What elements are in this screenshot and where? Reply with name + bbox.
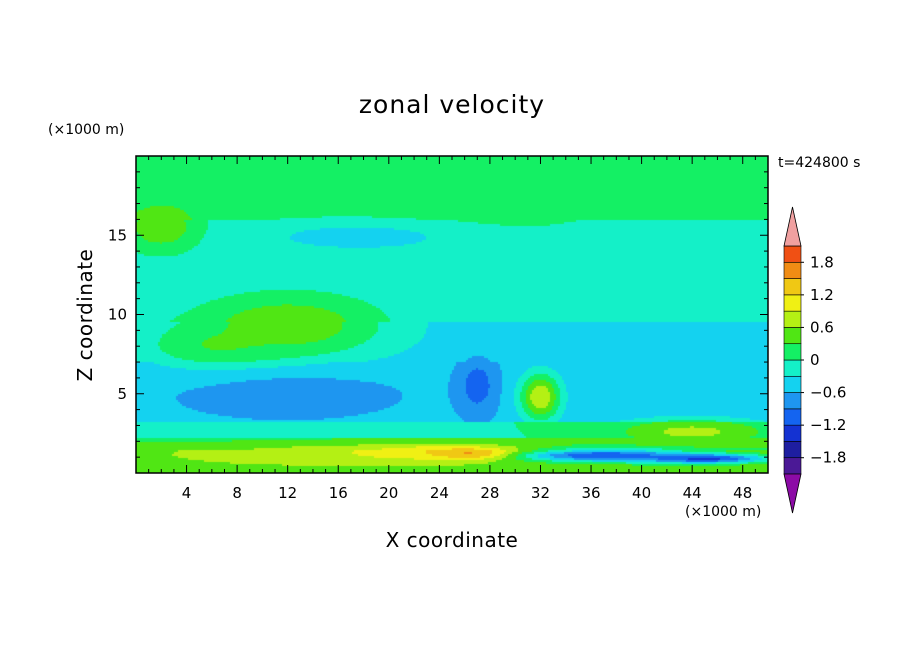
colorbar-band: [783, 343, 802, 361]
colorbar-under-arrow: [783, 473, 802, 514]
x-tick-label: 8: [232, 484, 242, 502]
x-tick-label: 36: [581, 484, 600, 502]
chart-title: zonal velocity: [359, 90, 545, 119]
colorbar-label: 1.2: [810, 286, 834, 304]
colorbar-band: [783, 408, 802, 426]
x-tick-label: 32: [531, 484, 550, 502]
colorbar-band: [783, 245, 802, 263]
contour-fill: [136, 156, 768, 473]
x-tick-label: 4: [182, 484, 192, 502]
y-axis: 5 10 15: [108, 171, 768, 458]
colorbar: 1.8 1.2 0.6 0 −0.6 −1.2 −1.8: [783, 206, 846, 514]
y-axis-label: Z coordinate: [73, 249, 97, 382]
x-axis-label: X coordinate: [386, 528, 519, 552]
colorbar-band: [783, 424, 802, 442]
colorbar-band: [783, 457, 802, 475]
x-tick-label: 12: [278, 484, 297, 502]
colorbar-band: [783, 327, 802, 345]
colorbar-label: 1.8: [810, 253, 834, 271]
colorbar-band: [783, 261, 802, 279]
time-label: t=424800 s: [778, 155, 860, 171]
y-tick-label: 5: [117, 385, 127, 403]
colorbar-band: [783, 278, 802, 296]
x-tick-label: 16: [329, 484, 348, 502]
colorbar-label: 0.6: [810, 318, 834, 336]
x-tick-label: 44: [683, 484, 702, 502]
colorbar-band: [783, 441, 802, 459]
x-tick-label: 28: [480, 484, 499, 502]
x-unit-label: (×1000 m): [685, 504, 761, 520]
contour-plot: [136, 156, 768, 473]
colorbar-label: 0: [810, 351, 820, 369]
x-tick-label: 24: [430, 484, 449, 502]
colorbar-band: [783, 392, 802, 410]
colorbar-label: −0.6: [810, 384, 846, 402]
y-unit-label: (×1000 m): [48, 122, 124, 138]
colorbar-band: [783, 359, 802, 377]
y-tick-label: 10: [108, 306, 127, 324]
y-tick-label: 15: [108, 226, 127, 244]
colorbar-band: [783, 310, 802, 328]
x-tick-label: 48: [733, 484, 752, 502]
colorbar-band: [783, 294, 802, 312]
x-tick-label: 20: [379, 484, 398, 502]
x-tick-label: 40: [632, 484, 651, 502]
x-axis: 4 8 12 16 20 24 28 32 36 40 44 48: [148, 156, 756, 502]
colorbar-over-arrow: [783, 206, 802, 247]
colorbar-label: −1.8: [810, 449, 846, 467]
colorbar-band: [783, 375, 802, 393]
colorbar-label: −1.2: [810, 416, 846, 434]
